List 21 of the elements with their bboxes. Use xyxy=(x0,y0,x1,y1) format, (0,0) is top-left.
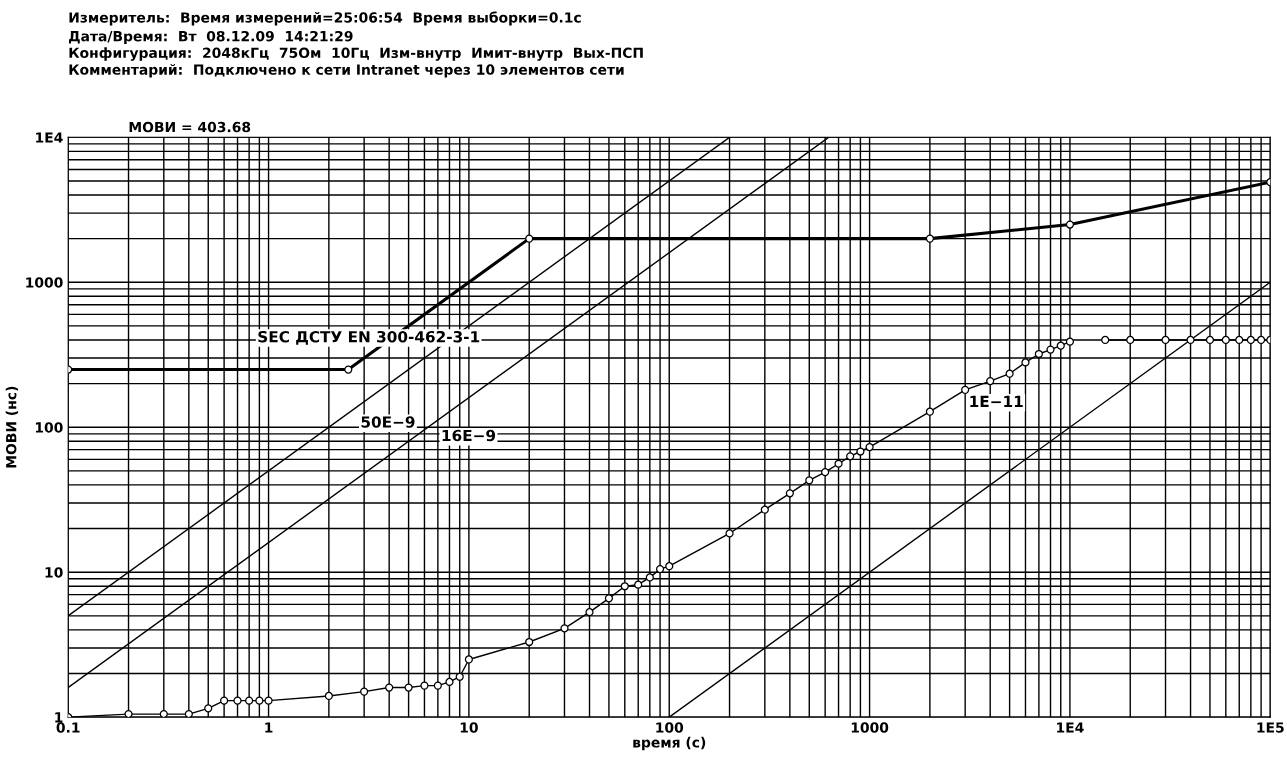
y-tick-label: 100 xyxy=(35,422,63,433)
x-tick-label: 0.1 xyxy=(56,722,80,733)
series-label: 16E−9 xyxy=(442,429,496,442)
y-tick-label: 10 xyxy=(45,567,63,578)
text: МОВИ = 403.68 xyxy=(129,121,251,133)
chart-title: Измеритель: Время измерений=25:06:54 Время выборки=0.1с xyxy=(69,11,581,26)
y-tick-label: 1E4 xyxy=(36,132,63,143)
y-tick-label: 1 xyxy=(55,712,63,723)
x-axis-title: время (с) xyxy=(633,736,706,751)
chart-subtitle: Дата/Время: Вт 08.12.09 14:21:29 Конфигурация: 2048кГц 75Ом 10Гц Изм-внутр Имит-внутр Вых-ПСП Комментарий: Подключено к сети Intranet через 10 элементов сети xyxy=(69,30,643,78)
series-label: SEC ДСТУ EN 300-462-3-1 xyxy=(258,330,480,345)
text: 1E−11 xyxy=(970,395,1023,407)
x-tick-label: 1E5 xyxy=(1257,722,1284,733)
x-tick-label: 1000 xyxy=(851,722,889,733)
x-tick-label: 1 xyxy=(265,722,273,733)
x-tick-label: 100 xyxy=(656,722,684,733)
x-tick-label: 10 xyxy=(460,722,478,733)
y-axis-title: МОВИ (нс) xyxy=(5,386,19,468)
series-label: 50E−9 xyxy=(361,416,415,428)
x-tick-label: 1E4 xyxy=(1057,722,1084,733)
y-tick-label: 1000 xyxy=(26,277,63,288)
